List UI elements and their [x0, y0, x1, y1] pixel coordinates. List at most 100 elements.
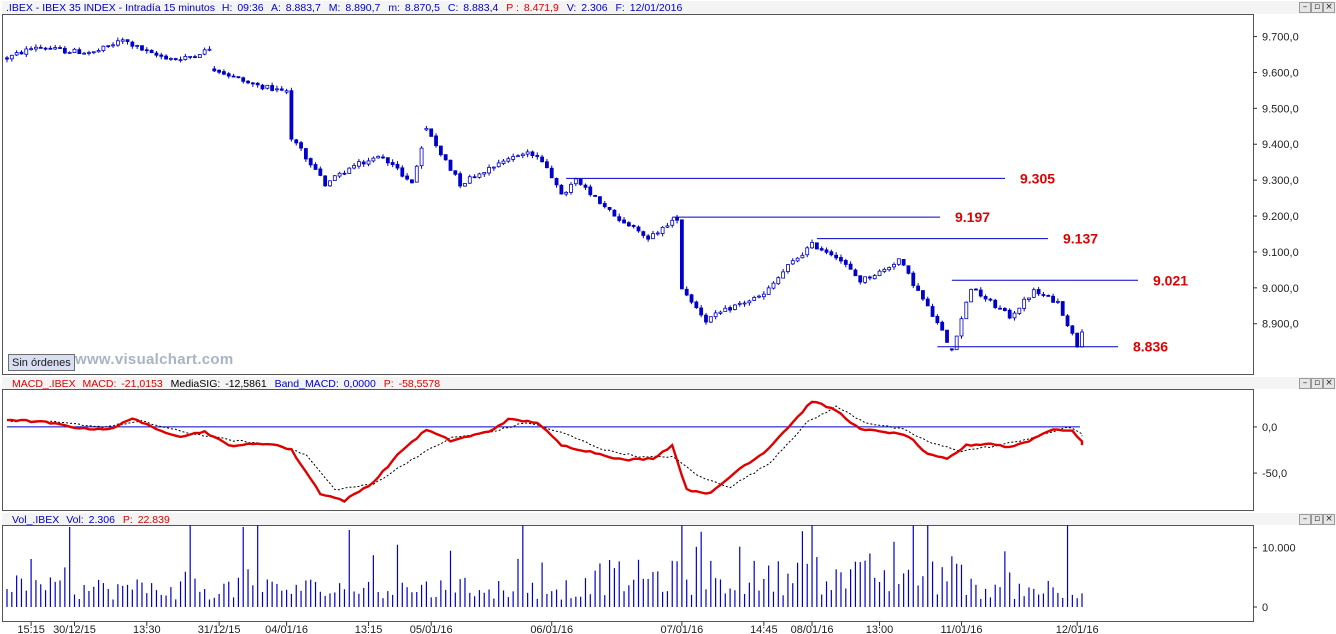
price-candle — [713, 310, 718, 320]
volume-minimize-icon[interactable]: – — [1299, 514, 1311, 525]
price-candle — [549, 165, 554, 179]
macd-signal-line — [6, 405, 1083, 491]
price-candle — [511, 153, 516, 162]
price-candle — [212, 65, 217, 73]
volume-restore-icon[interactable]: ▫ — [1311, 514, 1323, 525]
price-candle — [525, 149, 530, 158]
price-candle — [1012, 310, 1017, 321]
price-candle — [776, 276, 781, 285]
price-candle — [5, 55, 9, 63]
price-close-icon[interactable]: × — [1323, 2, 1335, 13]
price-candle — [535, 152, 540, 160]
price-candle — [410, 179, 414, 184]
price-header-bar — [2, 1, 1336, 14]
price-candle — [1007, 308, 1012, 320]
price-candle — [482, 171, 487, 177]
price-candle — [969, 288, 974, 303]
price-candle — [120, 37, 125, 44]
macd-header-band: 0,0000 — [344, 378, 376, 390]
price-candle — [675, 214, 679, 224]
price-candle — [207, 46, 212, 52]
price-candle — [814, 242, 819, 250]
price-candle — [651, 230, 655, 240]
price-candle — [593, 194, 598, 197]
price-candle — [964, 301, 969, 320]
price-candle — [1027, 297, 1031, 303]
price-axis: 9.700,0 9.600,0 9.500,0 9.400,0 9.300,0 9.200… — [1253, 32, 1299, 331]
price-candle — [708, 316, 713, 324]
price-candle — [91, 51, 96, 55]
price-candle — [583, 183, 588, 190]
price-candle — [289, 87, 294, 142]
price-candle — [723, 305, 728, 312]
price-candle — [882, 267, 887, 274]
price-panel-frame — [2, 14, 1254, 375]
time-label: 05/01/16 — [410, 624, 453, 634]
price-candle — [810, 239, 814, 249]
price-candle — [438, 145, 443, 157]
price-candle — [265, 84, 270, 90]
price-candle — [607, 207, 612, 212]
header-m: 8.870,5 — [405, 2, 440, 14]
price-candle — [506, 156, 511, 163]
price-candle — [1036, 287, 1041, 297]
price-candle — [993, 298, 998, 310]
price-candle — [1060, 301, 1065, 316]
price-candle — [250, 81, 255, 87]
price-candle — [906, 265, 911, 275]
price-candle — [491, 166, 496, 171]
price-candle — [299, 140, 303, 151]
header-M-label: M: — [329, 2, 341, 14]
price-restore-icon[interactable]: ▫ — [1311, 2, 1323, 13]
price-candle — [24, 46, 29, 58]
price-candle — [270, 82, 275, 92]
header-f: 12/01/2016 — [630, 2, 683, 14]
price-candle — [554, 177, 559, 188]
price-candle — [149, 49, 154, 54]
price-candle — [684, 286, 689, 297]
price-tick-label: 9.200,0 — [1262, 211, 1299, 223]
price-candle — [231, 73, 236, 78]
sin-ordenes-button[interactable]: Sin órdenes — [8, 354, 75, 371]
price-candle — [1080, 329, 1084, 348]
macd-header-macd-label: MACD: — [83, 378, 117, 390]
header-c: 8.883,4 — [463, 2, 498, 14]
price-candle — [636, 225, 641, 233]
time-label: 14:45 — [750, 624, 778, 634]
macd-minimize-icon[interactable]: – — [1299, 378, 1311, 389]
price-candle — [318, 166, 323, 177]
time-label: 13:00 — [866, 624, 894, 634]
macd-restore-icon[interactable]: ▫ — [1311, 378, 1323, 389]
price-candle — [381, 154, 385, 160]
header-p: 8.471,9 — [524, 2, 559, 14]
price-candle — [487, 164, 491, 176]
volume-close-icon[interactable]: × — [1323, 514, 1335, 525]
price-candle — [496, 159, 501, 168]
time-label: 15:15 — [17, 624, 45, 634]
price-candle — [135, 44, 140, 50]
price-candle — [77, 47, 82, 55]
price-candle — [728, 305, 732, 313]
macd-header-p: -58,5578 — [399, 378, 441, 390]
price-candle — [602, 200, 607, 209]
price-candle — [246, 80, 250, 85]
price-candle — [959, 316, 964, 339]
price-candle — [631, 224, 636, 229]
price-candle — [390, 159, 395, 168]
price-candle — [9, 54, 14, 62]
time-axis: 15:15 30/12/15 13:30 31/12/15 04/01/16 13:15 0… — [2, 622, 1253, 634]
price-candle — [419, 146, 424, 169]
price-candle — [19, 50, 24, 55]
price-candle — [747, 299, 752, 306]
macd-close-icon[interactable]: × — [1323, 378, 1335, 389]
price-candle — [140, 45, 144, 52]
volume-header-bar — [2, 513, 1336, 525]
price-candle — [188, 55, 193, 60]
price-candle — [921, 290, 925, 301]
volume-axis: 10.000 0 — [1253, 543, 1296, 614]
price-minimize-icon[interactable]: – — [1299, 2, 1311, 13]
price-panel: .IBEX - IBEX 35 INDEX - Intradía 15 minu… — [2, 1, 1336, 375]
price-candle — [429, 128, 434, 137]
level-label: 9.197 — [955, 209, 990, 225]
time-label: 13:30 — [133, 624, 161, 634]
